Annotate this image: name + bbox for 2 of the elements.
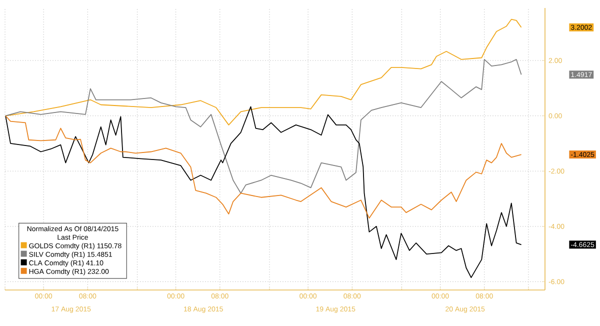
line-series — [5, 106, 522, 278]
line-series — [5, 18, 522, 126]
